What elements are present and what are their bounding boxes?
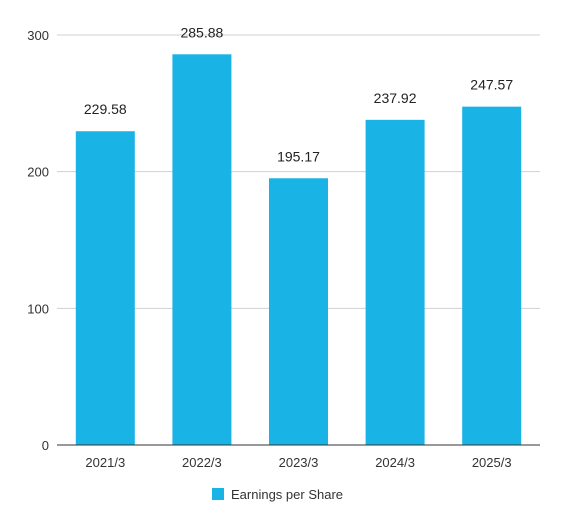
bar (269, 178, 328, 445)
y-tick-label: 300 (27, 28, 49, 43)
data-label: 247.57 (470, 77, 513, 93)
x-tick-label: 2022/3 (182, 455, 222, 470)
y-tick-label: 0 (42, 438, 49, 453)
x-axis-ticks: 2021/3 2022/3 2023/3 2024/3 2025/3 (85, 455, 511, 470)
legend: Earnings per Share (212, 487, 343, 502)
y-tick-label: 200 (27, 165, 49, 180)
data-labels: 229.58 285.88 195.17 237.92 247.57 (84, 24, 513, 164)
x-tick-label: 2021/3 (85, 455, 125, 470)
x-tick-label: 2024/3 (375, 455, 415, 470)
bar (365, 119, 425, 446)
bar (172, 54, 232, 445)
y-tick-label: 100 (27, 301, 49, 316)
data-label: 285.88 (180, 24, 223, 40)
data-label: 237.92 (374, 90, 417, 106)
bar (75, 131, 135, 445)
x-tick-label: 2025/3 (472, 455, 512, 470)
data-label: 195.17 (277, 148, 320, 164)
legend-label: Earnings per Share (231, 487, 343, 502)
legend-swatch (212, 488, 224, 500)
bar (462, 106, 522, 446)
data-label: 229.58 (84, 101, 127, 117)
x-tick-label: 2023/3 (279, 455, 319, 470)
bars (75, 54, 522, 446)
y-axis-ticks: 0 100 200 300 (27, 28, 49, 453)
